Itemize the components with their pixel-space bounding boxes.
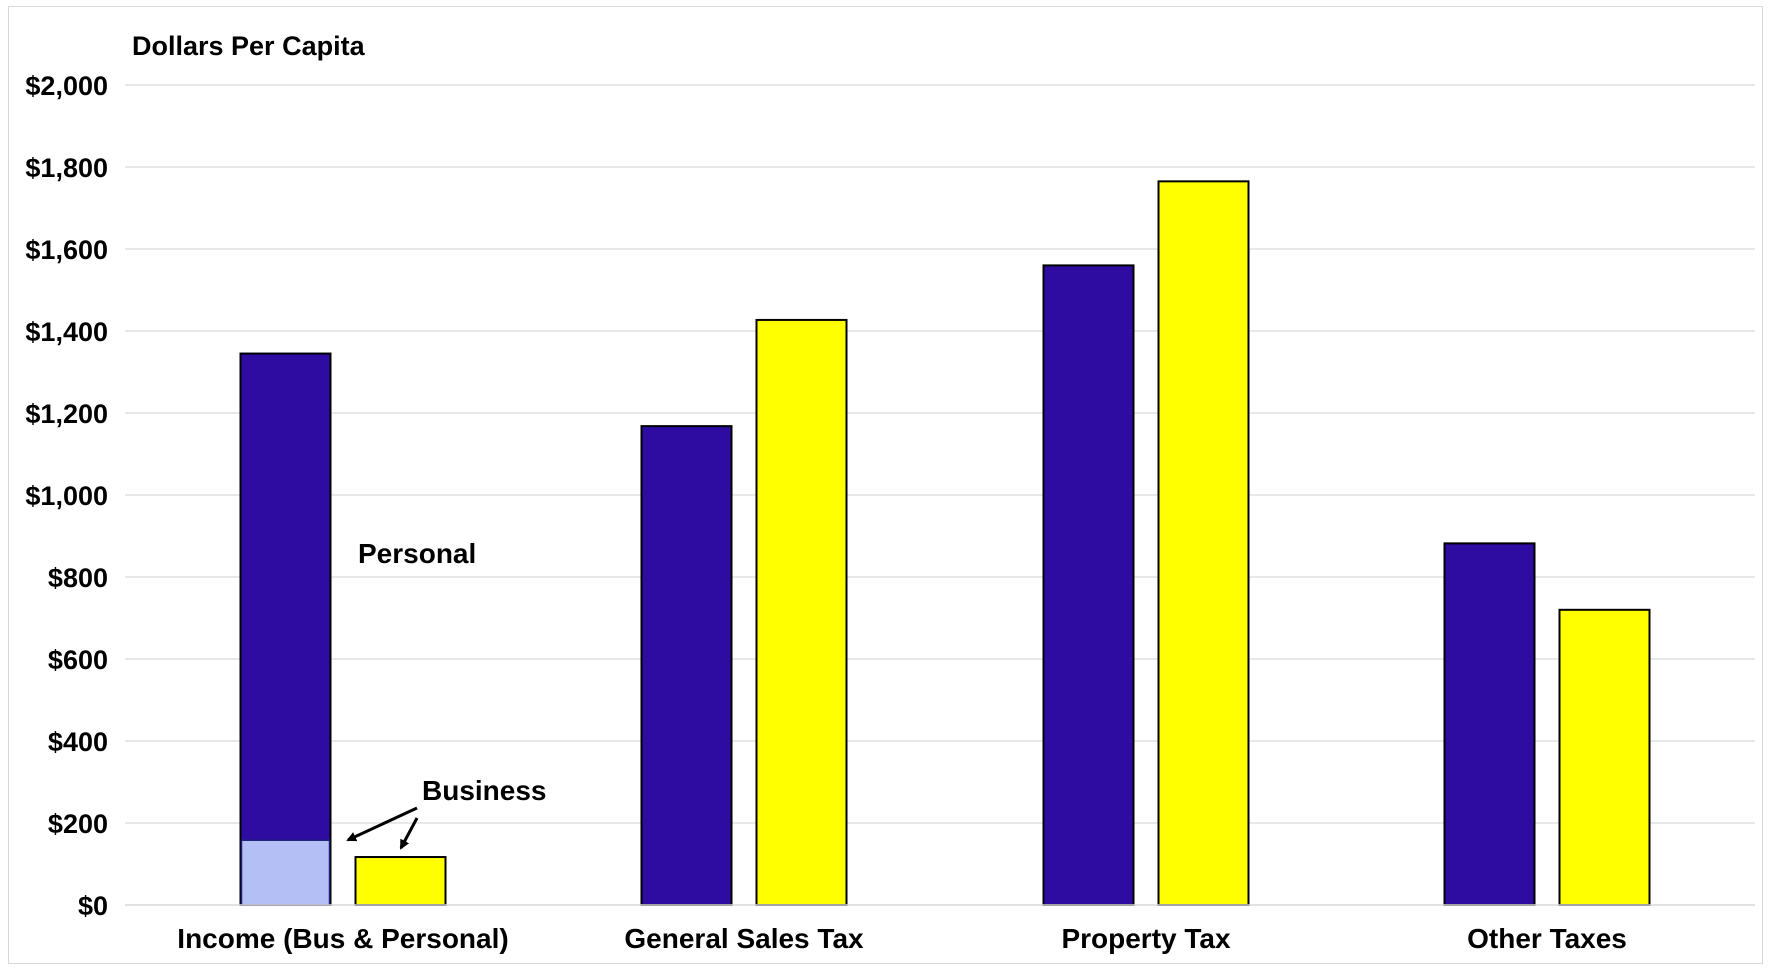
bar (1443, 542, 1536, 906)
y-tick-label: $1,200 (25, 399, 108, 429)
bar (640, 425, 733, 906)
bar (1558, 608, 1651, 906)
y-tick-label: $1,600 (25, 235, 108, 265)
y-tick-label: $400 (48, 727, 108, 757)
annotation-arrows (346, 806, 419, 850)
bar (239, 352, 332, 906)
arrow-to-business-bar (399, 817, 419, 850)
x-category-label: Other Taxes (1467, 923, 1627, 954)
bar (354, 856, 447, 907)
bar (1042, 264, 1135, 906)
annotation-business: Business (422, 775, 547, 806)
y-axis-tick-labels: $0 $200 $400 $600 $800 $1,000 $1,200 $1,400 $1,6… (25, 71, 108, 921)
x-axis-category-labels: Income (Bus & Personal) General Sales Tax… (177, 923, 1627, 954)
y-tick-label: $2,000 (25, 71, 108, 101)
x-category-label: Property Tax (1061, 923, 1231, 954)
y-tick-label: $200 (48, 809, 108, 839)
bar-segment-business (240, 839, 331, 906)
bar (755, 318, 848, 906)
bar (1157, 180, 1250, 907)
bars (239, 180, 1651, 907)
y-tick-label: $1,400 (25, 317, 108, 347)
arrow-to-personal-business (346, 806, 418, 842)
y-axis-label: Dollars Per Capita (132, 31, 366, 61)
chart-frame (8, 6, 1763, 964)
y-tick-label: $600 (48, 645, 108, 675)
annotation-personal: Personal (358, 538, 476, 569)
y-tick-label: $1,000 (25, 481, 108, 511)
y-tick-label: $0 (78, 891, 108, 921)
x-category-label: General Sales Tax (624, 923, 864, 954)
y-tick-label: $800 (48, 563, 108, 593)
x-category-label: Income (Bus & Personal) (177, 923, 508, 954)
y-tick-label: $1,800 (25, 153, 108, 183)
